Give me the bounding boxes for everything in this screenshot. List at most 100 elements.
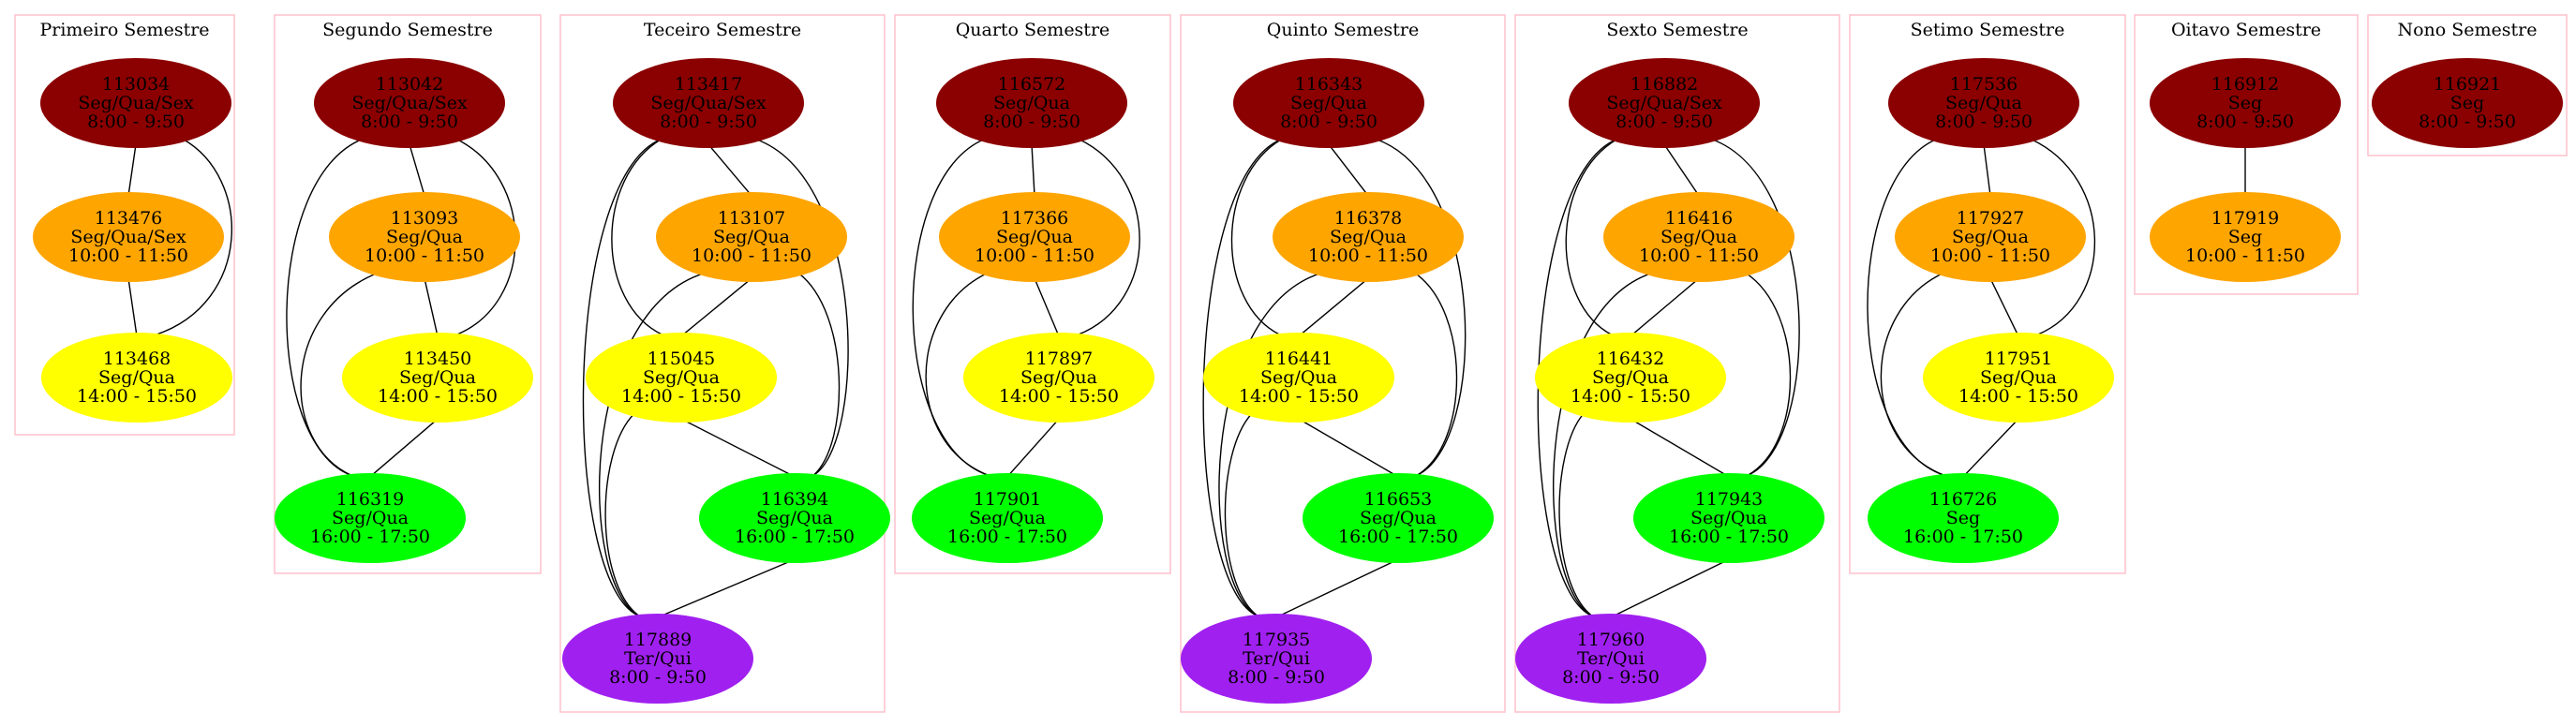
cluster-title: Nono Semestre xyxy=(2397,20,2537,40)
cluster-border xyxy=(2134,14,2359,295)
cluster-title: Teceiro Semestre xyxy=(644,20,801,40)
course-node-ellipse xyxy=(1569,58,1760,148)
course-code: 113476 xyxy=(95,208,163,229)
cluster-title: Quinto Semestre xyxy=(1267,20,1419,40)
edge-116394-117889 xyxy=(657,558,796,618)
cluster-border xyxy=(274,14,542,574)
course-days: Seg xyxy=(2228,227,2262,247)
course-code: 113417 xyxy=(675,74,743,95)
course-time: 8:00 - 9:50 xyxy=(1935,111,2033,132)
course-time: 16:00 - 17:50 xyxy=(1669,527,1789,547)
course-days: Seg/Qua xyxy=(1020,367,1097,388)
course-code: 117901 xyxy=(974,489,1042,510)
cluster-title: Segundo Semestre xyxy=(322,20,493,40)
edge-117897-117901 xyxy=(1006,418,1060,478)
course-time: 8:00 - 9:50 xyxy=(2196,111,2294,132)
edge-116882-117943 xyxy=(1710,138,1800,477)
edge-115045-116394 xyxy=(680,418,796,478)
course-node-ellipse xyxy=(2150,58,2341,148)
course-days: Seg/Qua xyxy=(969,508,1046,528)
edge-117951-116726 xyxy=(1962,418,2019,478)
edge-117943-117960 xyxy=(1610,558,1730,618)
edge-117536-116726 xyxy=(1867,138,1945,477)
course-node-ellipse xyxy=(2372,58,2563,148)
course-code: 117366 xyxy=(1001,208,1069,229)
course-code: 113450 xyxy=(404,349,472,369)
course-code: 116432 xyxy=(1597,349,1665,369)
course-days: Seg xyxy=(1946,508,1980,528)
edge-116416-117960 xyxy=(1553,272,1653,617)
course-days: Ter/Qui xyxy=(1577,648,1645,669)
edge-113417-113107 xyxy=(707,143,752,197)
cluster-title: Sexto Semestre xyxy=(1606,20,1748,40)
semester-cluster-s3: Teceiro Semestre xyxy=(559,14,886,713)
course-node-ellipse xyxy=(1633,473,1824,563)
edge-116343-116653 xyxy=(1375,138,1467,477)
cluster-border xyxy=(1514,14,1840,713)
course-node-ellipse xyxy=(33,192,224,282)
course-time: 14:00 - 15:50 xyxy=(1239,386,1359,407)
course-node-ellipse xyxy=(275,473,466,563)
course-days: Seg/Qua/Sex xyxy=(650,93,767,113)
course-node-ellipse xyxy=(1868,473,2059,563)
semester-cluster-s5: Quinto Semestre xyxy=(1180,14,1506,713)
cluster-border xyxy=(2367,14,2568,156)
course-time: 14:00 - 15:50 xyxy=(1571,386,1690,407)
edge-116416-117943 xyxy=(1745,272,1792,477)
course-code: 116572 xyxy=(998,74,1066,95)
course-days: Seg xyxy=(2228,93,2262,113)
cluster-border xyxy=(894,14,1171,574)
course-time: 10:00 - 11:50 xyxy=(68,245,188,266)
edge-113093-113450 xyxy=(424,278,439,336)
course-days: Seg/Qua xyxy=(1980,367,2057,388)
edge-117536-117927 xyxy=(1983,144,1991,196)
course-days: Seg/Qua xyxy=(713,227,790,247)
edge-116441-116653 xyxy=(1298,418,1399,478)
course-code: 113093 xyxy=(391,208,459,229)
edge-116432-117943 xyxy=(1630,418,1730,478)
semester-cluster-s8: Oitavo Semestre xyxy=(2134,14,2359,295)
course-time: 10:00 - 11:50 xyxy=(692,245,812,266)
course-code: 116441 xyxy=(1265,349,1333,369)
course-time: 8:00 - 9:50 xyxy=(361,111,458,132)
course-days: Seg/Qua xyxy=(1952,227,2029,247)
course-node-ellipse xyxy=(1303,473,1494,563)
course-time: 10:00 - 11:50 xyxy=(1930,245,2050,266)
edge-113417-116394 xyxy=(754,138,849,476)
edge-113450-116319 xyxy=(369,418,439,478)
course-code: 113107 xyxy=(718,208,786,229)
course-node-ellipse xyxy=(963,333,1154,423)
edge-116572-117366 xyxy=(1031,144,1035,196)
course-node-ellipse xyxy=(1203,333,1394,423)
course-days: Seg/Qua/Sex xyxy=(351,93,468,113)
course-time: 14:00 - 15:50 xyxy=(378,386,498,407)
course-code: 116378 xyxy=(1334,208,1403,229)
course-days: Seg/Qua xyxy=(1260,367,1337,388)
course-code: 117960 xyxy=(1577,630,1645,650)
course-days: Seg/Qua xyxy=(399,367,476,388)
course-time: 8:00 - 9:50 xyxy=(609,667,707,688)
edge-116882-116432 xyxy=(1565,138,1618,336)
course-node-ellipse xyxy=(562,614,753,704)
course-time: 8:00 - 9:50 xyxy=(1228,667,1325,688)
course-time: 16:00 - 17:50 xyxy=(947,527,1067,547)
course-time: 16:00 - 17:50 xyxy=(310,527,430,547)
cluster-border xyxy=(559,14,886,713)
clusters-layer: Primeiro Semestre Segundo Semestre Teceiro… xyxy=(14,14,2568,713)
edges-layer xyxy=(127,138,2246,618)
semester-cluster-s1: Primeiro Semestre xyxy=(14,14,235,436)
edge-113107-115045 xyxy=(680,277,752,337)
course-time: 16:00 - 17:50 xyxy=(735,527,855,547)
